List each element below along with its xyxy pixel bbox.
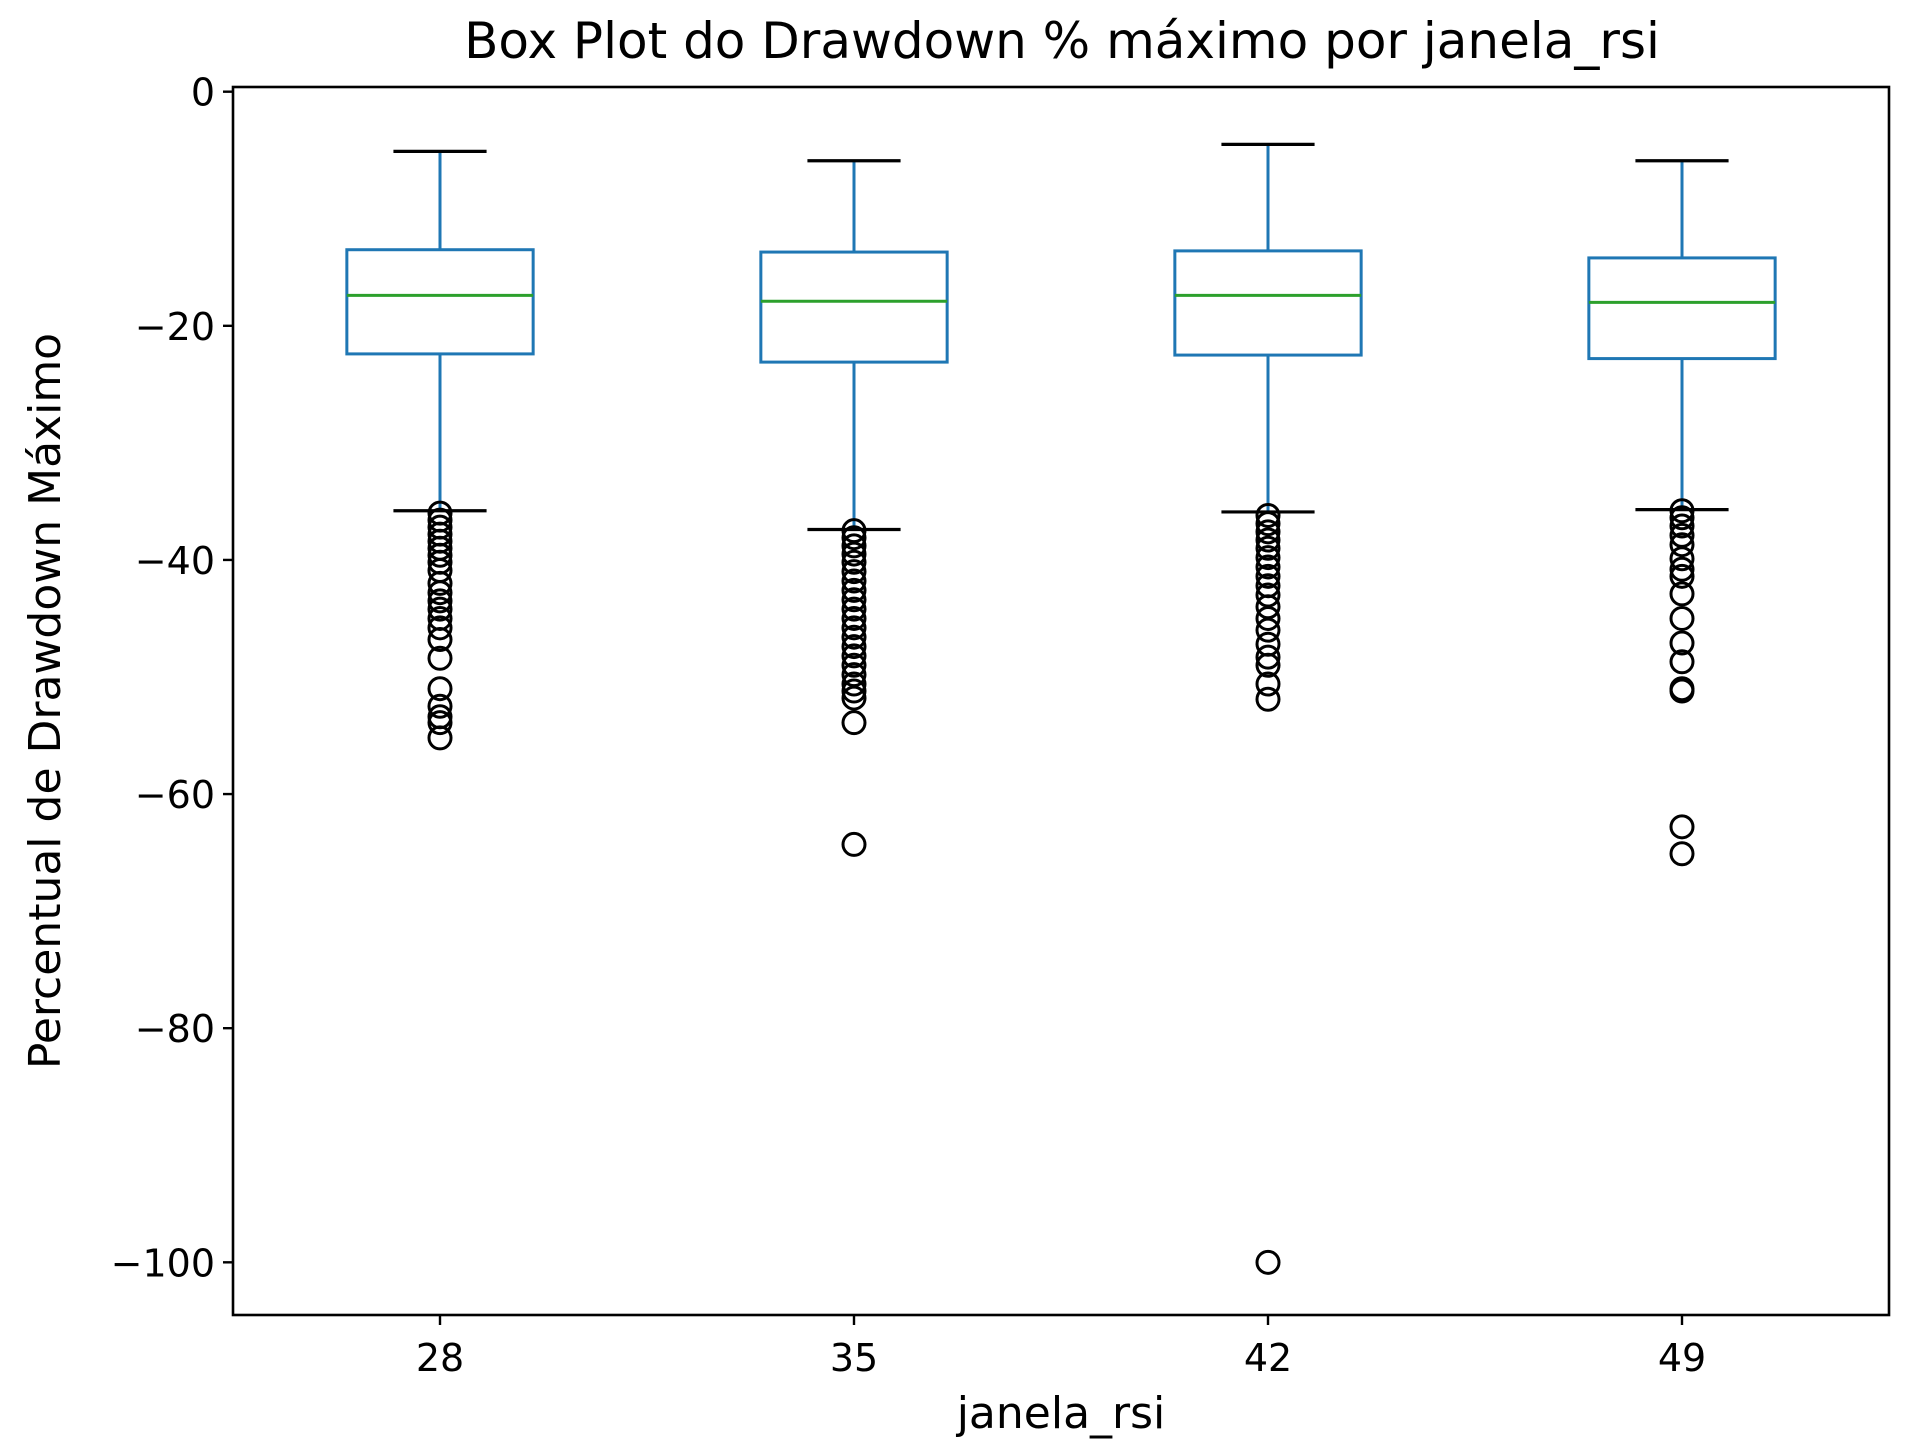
outlier-point [841, 541, 867, 567]
x-axis-label: janela_rsi [956, 1388, 1166, 1439]
y-tick-label: 0 [191, 71, 215, 115]
outlier-point [841, 643, 867, 669]
plot-area: 0 −20 −40 −60 −80 −100 28 35 42 49 [111, 71, 1777, 1380]
outlier-point [1255, 644, 1281, 670]
outlier-point [1255, 535, 1281, 561]
outlier-point [1669, 532, 1695, 558]
outlier-point [1255, 545, 1281, 571]
outlier-point [427, 710, 453, 736]
outlier-point [841, 568, 867, 594]
outlier-point [841, 624, 867, 650]
box-iqr [1587, 256, 1777, 361]
outlier-point [1255, 527, 1281, 553]
y-tick-label: −100 [111, 1241, 215, 1285]
outlier-point [1669, 581, 1695, 607]
box-iqr [1173, 249, 1363, 357]
outlier-point [1255, 631, 1281, 657]
outlier-point [841, 652, 867, 678]
chart-title: Box Plot do Drawdown % máximo por janela… [464, 12, 1660, 70]
outlier-point [1669, 498, 1695, 524]
y-tick-label: −80 [135, 1007, 215, 1051]
outlier-point [427, 596, 453, 622]
outlier-point [427, 615, 453, 641]
outlier-point [841, 831, 867, 857]
outlier-point [841, 685, 867, 711]
outlier-point [1255, 511, 1281, 537]
outlier-point [427, 725, 453, 751]
outlier-point [841, 577, 867, 603]
x-tick-label: 35 [830, 1336, 878, 1380]
outlier-point [427, 542, 453, 568]
outlier-point [1255, 1249, 1281, 1275]
outlier-point [1255, 686, 1281, 712]
outlier-point [1669, 814, 1695, 840]
x-tick-label: 28 [416, 1336, 464, 1380]
outlier-point [1255, 671, 1281, 697]
outlier-point [1255, 502, 1281, 528]
y-tick-label: −20 [135, 305, 215, 349]
outlier-point [841, 605, 867, 631]
outlier-point [841, 596, 867, 622]
outlier-point [841, 615, 867, 641]
outlier-point [427, 676, 453, 702]
outlier-point [427, 645, 453, 671]
outlier-point [1255, 617, 1281, 643]
outlier-point [1255, 519, 1281, 545]
outlier-point [1255, 652, 1281, 678]
outlier-point [1669, 546, 1695, 572]
outlier-point [841, 671, 867, 697]
outlier-point [1669, 556, 1695, 582]
outlier-point [1669, 649, 1695, 675]
box-iqr [345, 248, 535, 356]
y-axis-label: Percentual de Drawdown Máximo [20, 333, 71, 1069]
x-tick-label: 49 [1658, 1336, 1706, 1380]
outlier-point [1669, 605, 1695, 631]
x-tick-label: 42 [1244, 1336, 1292, 1380]
box-iqr [759, 250, 949, 364]
outlier-point [1669, 678, 1695, 704]
y-tick-label: −60 [135, 773, 215, 817]
outlier-point [841, 678, 867, 704]
outlier-point [427, 580, 453, 606]
outlier-point [427, 570, 453, 596]
outlier-point [841, 634, 867, 660]
outlier-point [1255, 554, 1281, 580]
outlier-point [1669, 841, 1695, 867]
outlier-point [1255, 605, 1281, 631]
outlier-point [1669, 563, 1695, 589]
outlier-point [841, 533, 867, 559]
outlier-point [427, 588, 453, 614]
outlier-point [841, 587, 867, 613]
outlier-point [841, 710, 867, 736]
outlier-point [427, 693, 453, 719]
outlier-point [1255, 563, 1281, 589]
outlier-point [1669, 513, 1695, 539]
outlier-point [427, 627, 453, 653]
outlier-point [841, 549, 867, 575]
outlier-point [841, 559, 867, 585]
outlier-point [841, 525, 867, 551]
axes-frame [231, 85, 1891, 1317]
y-tick-label: −40 [135, 539, 215, 583]
outlier-point [1669, 630, 1695, 656]
outlier-point [1669, 505, 1695, 531]
